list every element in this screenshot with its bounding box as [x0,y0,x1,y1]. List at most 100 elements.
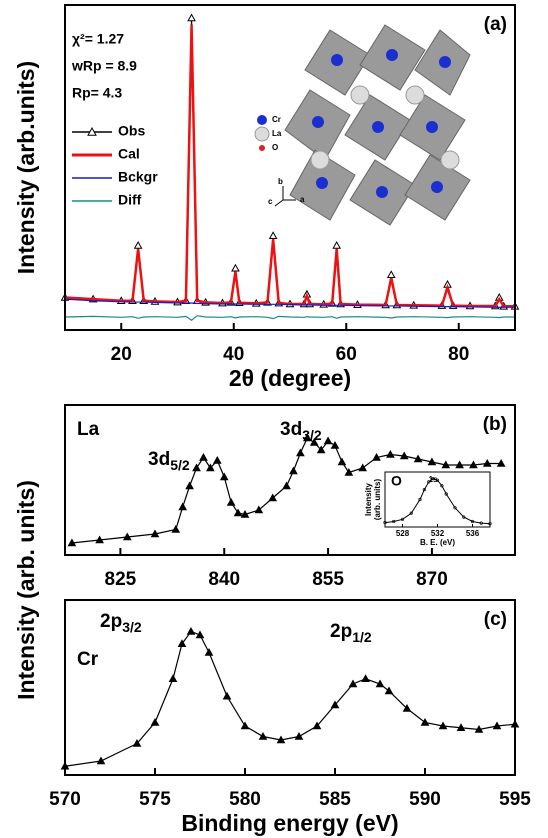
peak-label-sub: 5/2 [170,457,190,473]
inset-marker [488,522,492,526]
x-tick-label: 575 [139,789,171,810]
x-tick-label: 855 [312,569,344,590]
inset-label: 1s [429,475,438,484]
peak-label-main: 2p [330,621,352,642]
marker [456,723,466,732]
peak-label-sub: 3/2 [302,427,322,443]
marker [96,756,106,765]
marker [150,717,160,726]
marker [240,509,250,518]
marker [482,458,492,467]
inset-marker [409,511,413,515]
marker [492,721,502,730]
inset-marker [440,484,444,488]
inset-marker [453,506,457,510]
plot-frame [64,599,516,776]
marker [399,451,409,460]
x-axis-label: Binding energy (eV) [181,810,398,836]
x-tick-label: 595 [499,789,531,810]
peak-label: 2p1/2 [330,621,372,645]
marker [206,463,215,472]
marker [455,460,464,469]
x-tick-label: 20 [111,344,132,365]
fit-statistic: χ²= 1.27 [72,31,124,47]
peak-label-sub: 1/2 [352,629,372,645]
marker [323,436,333,445]
marker [344,467,354,476]
x-tick-label: 60 [336,344,357,365]
structure-label: b [278,177,283,186]
marker [222,691,232,700]
marker [469,460,478,469]
marker [289,466,298,475]
inset-marker [431,477,435,481]
x-tick-label: 825 [105,569,137,590]
marker [268,231,278,240]
marker [330,700,340,709]
series-line [64,24,515,308]
marker [268,493,278,502]
series-line [64,630,516,767]
marker [402,703,412,712]
marker [276,735,286,744]
marker [195,630,205,639]
inset-marker [444,492,448,496]
inset-x-tick-label: 532 [431,529,445,538]
peak-label: 3d3/2 [280,419,322,443]
marker [427,457,437,466]
structure-label: a [300,195,305,204]
marker [296,448,305,457]
inset-x-label: B. E. (eV) [420,538,455,547]
marker [358,463,368,472]
marker [474,724,484,733]
marker [496,458,506,467]
marker [168,674,178,683]
marker [240,721,250,730]
marker [254,505,264,514]
marker [212,455,222,464]
marker [361,674,370,683]
marker [330,440,340,449]
marker [219,472,229,481]
y-axis-label: Intensity (arb.units) [13,61,39,274]
inset-y-label: (arb. units) [373,479,382,521]
marker [133,240,143,249]
x-tick-label: 590 [409,789,441,810]
series-line [64,298,515,308]
structure-label: c [268,197,273,206]
marker [95,535,104,544]
structure-label: O [272,143,278,152]
y-axis-label: Intensity (arb. units) [13,480,39,700]
marker [187,13,196,22]
marker [413,454,423,463]
marker [186,626,196,635]
inset-frame [384,471,491,528]
peak-label-main: 3d [280,419,302,440]
marker [312,721,322,730]
peak-label: 3d5/2 [148,449,190,473]
marker [372,452,381,461]
inset-marker [479,521,483,525]
inset-line [384,478,491,525]
x-tick-label: 80 [448,344,469,365]
inset-marker [435,478,440,482]
marker [438,721,448,730]
plot-frame [64,4,516,331]
marker [348,679,358,688]
inset-marker [470,519,475,524]
series-line [71,437,502,544]
inset-label: O [391,473,402,489]
marker [192,463,201,472]
marker [178,502,188,511]
series-line [64,315,515,321]
x-tick-label: 40 [223,344,244,365]
marker [332,240,342,249]
marker [150,529,160,538]
marker [441,460,451,469]
marker [171,524,181,533]
peak-label-main: 2p [100,611,122,632]
marker [132,738,142,747]
panel-label: (b) [483,414,507,435]
panel-label: (c) [484,609,507,630]
